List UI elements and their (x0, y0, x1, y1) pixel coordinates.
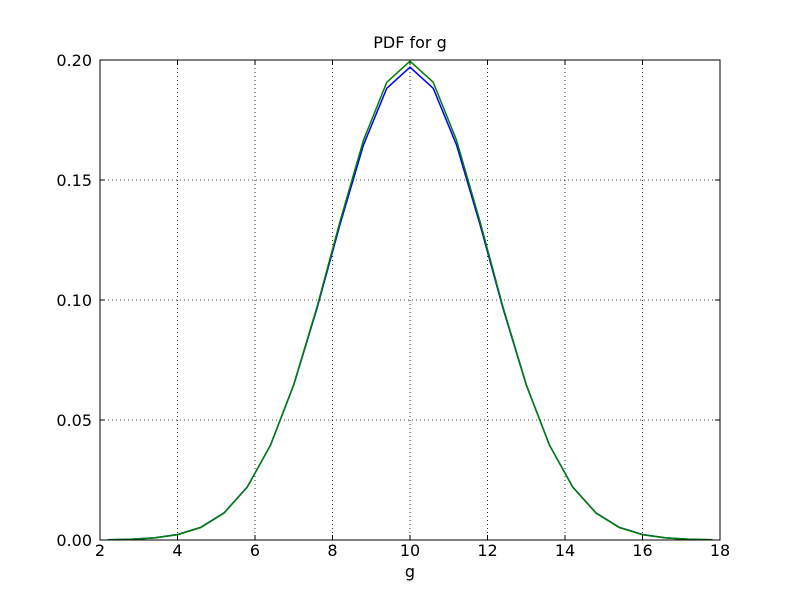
x-tick-label: 4 (172, 541, 182, 560)
y-tick-label: 0.20 (56, 51, 92, 70)
y-tick-label: 0.15 (56, 171, 92, 190)
x-tick-label: 16 (632, 541, 652, 560)
x-tick-label: 8 (327, 541, 337, 560)
x-tick-label: 2 (95, 541, 105, 560)
x-tick-label: 12 (477, 541, 497, 560)
x-tick-label: 10 (400, 541, 420, 560)
y-tick-label: 0.00 (56, 531, 92, 550)
line-series (107, 60, 713, 541)
x-tick-label: 14 (555, 541, 575, 560)
x-tick-label: 18 (710, 541, 730, 560)
y-tick-label: 0.10 (56, 291, 92, 310)
plot-frame (99, 59, 721, 541)
x-tick-label: 6 (250, 541, 260, 560)
chart-title: PDF for g (373, 33, 447, 52)
y-tick-label: 0.05 (56, 411, 92, 430)
x-axis-label: g (405, 562, 415, 581)
